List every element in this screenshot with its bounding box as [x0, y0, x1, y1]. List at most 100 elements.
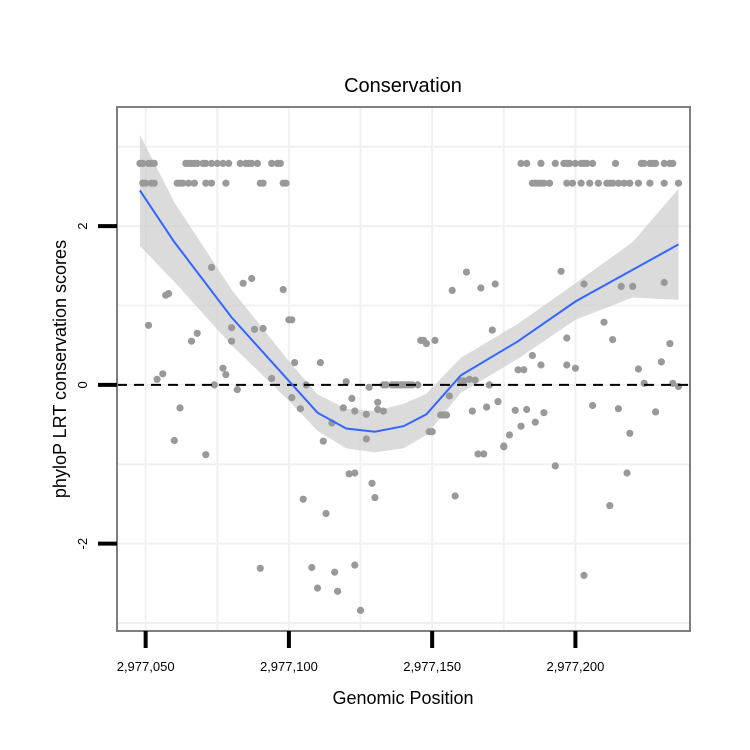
- data-point: [165, 290, 173, 298]
- data-point: [362, 435, 370, 443]
- data-point: [207, 159, 216, 167]
- data-point: [674, 179, 683, 187]
- data-point: [222, 179, 230, 187]
- data-point: [374, 398, 382, 406]
- data-point: [614, 405, 623, 413]
- data-point: [362, 410, 370, 418]
- data-point: [614, 179, 623, 187]
- data-point: [657, 358, 666, 366]
- data-point: [313, 584, 322, 592]
- data-point: [348, 394, 356, 402]
- data-point: [571, 364, 580, 372]
- data-point: [609, 179, 617, 187]
- data-point: [159, 370, 167, 378]
- data-point: [202, 451, 210, 459]
- data-point: [517, 422, 525, 430]
- data-point: [351, 407, 359, 415]
- data-point: [150, 159, 158, 167]
- data-point: [170, 436, 178, 445]
- y-tick-label: -2: [75, 538, 90, 550]
- data-point: [282, 179, 290, 187]
- data-point: [279, 286, 287, 294]
- data-point: [528, 351, 537, 360]
- data-point: [477, 284, 485, 292]
- data-point: [634, 365, 643, 373]
- data-point: [228, 324, 236, 332]
- data-point: [520, 366, 528, 374]
- data-point: [594, 179, 602, 187]
- data-point: [276, 159, 284, 167]
- data-point: [551, 159, 559, 167]
- data-point: [356, 606, 365, 615]
- data-point: [296, 405, 304, 413]
- data-point: [371, 494, 379, 502]
- data-point: [514, 366, 522, 374]
- data-point: [448, 286, 456, 294]
- data-point: [611, 159, 620, 167]
- data-point: [669, 159, 677, 167]
- data-point: [322, 509, 330, 518]
- data-point: [351, 469, 359, 477]
- data-point: [537, 159, 545, 167]
- data-points: [136, 159, 683, 615]
- chart-title: Conservation: [344, 75, 462, 97]
- data-point: [428, 428, 436, 436]
- data-point: [248, 159, 256, 167]
- data-point: [225, 159, 233, 167]
- x-tick-label: 2,977,050: [117, 659, 175, 674]
- data-point: [299, 495, 307, 503]
- data-point: [531, 418, 539, 426]
- data-point: [288, 394, 296, 402]
- data-point: [626, 179, 634, 187]
- data-point: [379, 407, 387, 415]
- data-point: [190, 179, 198, 187]
- smooth-trend-line: [139, 189, 679, 433]
- y-tick-label: 2: [75, 222, 90, 229]
- data-point: [451, 492, 459, 500]
- data-point: [259, 324, 267, 333]
- data-point: [563, 179, 571, 187]
- y-axis: -2 0 2: [75, 222, 117, 549]
- data-point: [185, 179, 193, 187]
- data-point: [144, 321, 153, 329]
- data-point: [626, 429, 634, 437]
- data-point: [268, 374, 276, 383]
- data-point: [505, 431, 514, 439]
- data-point: [139, 159, 147, 167]
- data-point: [580, 280, 588, 288]
- data-point: [652, 408, 660, 416]
- data-point: [500, 443, 508, 451]
- data-point: [187, 337, 196, 345]
- data-point: [494, 398, 502, 406]
- data-point: [577, 179, 585, 187]
- data-point: [485, 381, 493, 389]
- x-tick-label: 2,977,100: [260, 659, 318, 674]
- x-tick-label: 2,977,200: [546, 659, 604, 674]
- data-point: [253, 159, 261, 167]
- data-point: [219, 364, 227, 372]
- data-point: [568, 179, 577, 187]
- data-point: [652, 159, 660, 167]
- data-point: [342, 378, 350, 386]
- data-point: [222, 371, 230, 379]
- data-point: [474, 450, 482, 458]
- data-point: [589, 159, 597, 167]
- data-point: [150, 179, 158, 187]
- data-point: [431, 336, 439, 344]
- data-point: [374, 405, 382, 414]
- data-point: [316, 359, 324, 367]
- data-point: [571, 159, 580, 167]
- y-axis-label: phyloP LRT conservation scores: [50, 240, 70, 498]
- data-point: [414, 381, 422, 389]
- data-point: [202, 179, 210, 187]
- data-point: [465, 375, 473, 383]
- data-point: [256, 564, 264, 572]
- panel-background: [117, 107, 690, 631]
- data-point: [250, 325, 259, 333]
- panel-frame: [116, 106, 691, 632]
- data-point: [483, 403, 491, 411]
- data-point: [213, 159, 221, 167]
- data-point: [540, 409, 548, 417]
- x-tick-label: 2,977,150: [403, 659, 461, 674]
- data-point: [233, 386, 241, 394]
